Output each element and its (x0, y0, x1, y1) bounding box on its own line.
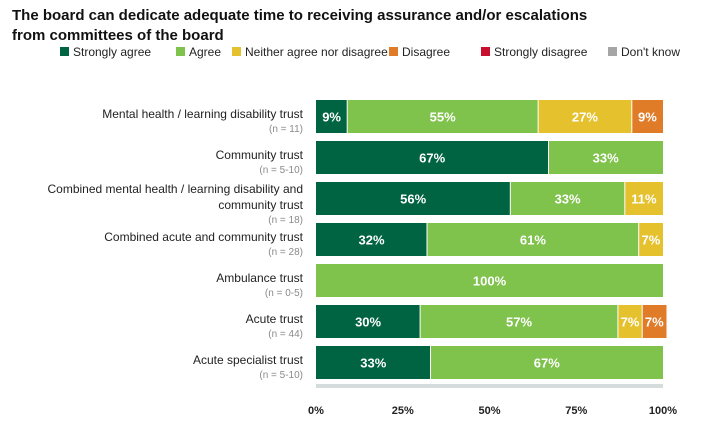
data-label: 9% (322, 110, 341, 125)
x-tick-label: 50% (478, 405, 500, 417)
bar-segment (538, 100, 632, 133)
data-label: 27% (572, 110, 598, 125)
bar-segment (638, 223, 663, 256)
category-label: Acute trust (246, 312, 304, 326)
sample-size-label: (n = 11) (269, 124, 303, 135)
sample-size-label: (n = 44) (268, 329, 303, 340)
bar-segment (420, 305, 618, 338)
data-label: 7% (645, 315, 664, 330)
bar-separator (509, 182, 511, 215)
bar-segment (347, 100, 539, 133)
legend-item-dont-know: Don't know (608, 45, 680, 59)
bar-separator (430, 346, 431, 379)
sample-size-label: (n = 18) (268, 215, 303, 226)
sample-size-label: (n = 0-5) (265, 288, 303, 299)
data-label: 7% (621, 315, 640, 330)
bar-segment (624, 182, 663, 215)
bar-segment (427, 223, 639, 256)
legend-swatch-neither (232, 47, 241, 56)
category-label: Combined acute and community trust (104, 230, 303, 244)
x-tick-label: 75% (565, 405, 587, 417)
bar-segment (316, 141, 549, 174)
bar-segment (642, 305, 667, 338)
bar-separator (346, 100, 348, 133)
bar-separator (548, 141, 549, 174)
data-label: 55% (430, 110, 456, 125)
data-label: 11% (631, 192, 657, 207)
category-label: Community trust (216, 148, 304, 162)
legend-label-strongly-agree: Strongly agree (73, 45, 152, 59)
data-label: 57% (506, 315, 532, 330)
category-label: Combined mental health / learning disabi… (48, 182, 304, 196)
data-label: 33% (360, 356, 386, 371)
bar-separator (624, 182, 626, 215)
chart-title-line-1: The board can dedicate adequate time to … (12, 7, 588, 24)
sample-size-label: (n = 28) (268, 247, 303, 258)
x-tick-label: 100% (649, 405, 677, 417)
data-label: 9% (638, 110, 657, 125)
x-tick-label: 25% (392, 405, 414, 417)
chart-title-line-2: from committees of the board (12, 27, 224, 44)
data-label: 67% (534, 356, 560, 371)
legend-label-strongly-disagree: Strongly disagree (494, 45, 588, 59)
data-label: 32% (358, 233, 384, 248)
data-label: 56% (400, 192, 426, 207)
legend-item-disagree: Disagree (389, 45, 450, 59)
bar-separator (426, 223, 428, 256)
legend-item-agree: Agree (176, 45, 221, 59)
bar-segment (316, 305, 421, 338)
bar-segment (617, 305, 643, 338)
legend-label-agree: Agree (189, 45, 222, 59)
data-label: 100% (473, 274, 507, 289)
legend-swatch-dont-know (608, 47, 617, 56)
legend-label-disagree: Disagree (402, 45, 451, 59)
legend-item-strongly-disagree: Strongly disagree (481, 45, 587, 59)
chart-legend: Strongly agree Agree Neither agree nor d… (12, 45, 701, 61)
x-tick-label: 0% (308, 405, 324, 417)
bar-segment (631, 100, 663, 133)
legend-label-dont-know: Don't know (621, 45, 680, 59)
legend-swatch-agree (176, 47, 185, 56)
category-label: Acute specialist trust (193, 353, 304, 367)
category-label: community trust (218, 198, 303, 212)
legend-label-neither: Neither agree nor disagree (245, 45, 388, 59)
legend-item-strongly-agree: Strongly agree (60, 45, 151, 59)
chart-title: The board can dedicate adequate time to … (12, 6, 692, 46)
bar-segment (510, 182, 625, 215)
bar-separator (638, 223, 640, 256)
bar-segment (316, 346, 431, 379)
bar-segment (316, 264, 663, 297)
bar-segment (316, 100, 348, 133)
legend-swatch-strongly-disagree (481, 47, 490, 56)
bar-segment (316, 223, 427, 256)
sample-size-label: (n = 5-10) (259, 165, 303, 176)
sample-size-label: (n = 5-10) (259, 370, 303, 381)
legend-item-neither: Neither agree nor disagree (232, 45, 388, 59)
category-label: Ambulance trust (216, 271, 303, 285)
bar-separator (537, 100, 539, 133)
legend-swatch-disagree (389, 47, 398, 56)
bar-separator (641, 305, 643, 338)
data-label: 30% (355, 315, 381, 330)
bar-segment (548, 141, 663, 174)
legend-swatch-strongly-agree (60, 47, 69, 56)
x-axis-baseline (316, 384, 663, 388)
category-label: Mental health / learning disability trus… (102, 107, 303, 121)
bar-separator (419, 305, 421, 338)
data-label: 7% (642, 233, 661, 248)
bar-segment (316, 182, 511, 215)
bar-separator (631, 100, 633, 133)
data-label: 67% (419, 151, 445, 166)
data-label: 33% (555, 192, 581, 207)
bar-segment (430, 346, 663, 379)
data-label: 33% (593, 151, 619, 166)
data-label: 61% (520, 233, 546, 248)
bar-separator (617, 305, 619, 338)
